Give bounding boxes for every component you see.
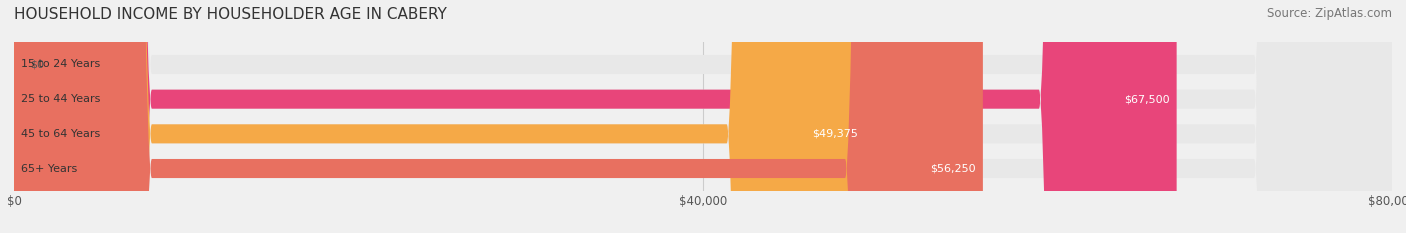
FancyBboxPatch shape [14, 0, 1392, 233]
Text: Source: ZipAtlas.com: Source: ZipAtlas.com [1267, 7, 1392, 20]
Text: 15 to 24 Years: 15 to 24 Years [21, 59, 100, 69]
Text: $56,250: $56,250 [931, 164, 976, 174]
FancyBboxPatch shape [14, 0, 1392, 233]
FancyBboxPatch shape [14, 0, 865, 233]
Text: $49,375: $49,375 [811, 129, 858, 139]
Text: $67,500: $67,500 [1125, 94, 1170, 104]
Text: 65+ Years: 65+ Years [21, 164, 77, 174]
FancyBboxPatch shape [14, 0, 1392, 233]
FancyBboxPatch shape [14, 0, 1177, 233]
Text: $0: $0 [31, 59, 45, 69]
Text: 25 to 44 Years: 25 to 44 Years [21, 94, 100, 104]
FancyBboxPatch shape [14, 0, 1392, 233]
Text: HOUSEHOLD INCOME BY HOUSEHOLDER AGE IN CABERY: HOUSEHOLD INCOME BY HOUSEHOLDER AGE IN C… [14, 7, 447, 22]
FancyBboxPatch shape [14, 0, 983, 233]
Text: 45 to 64 Years: 45 to 64 Years [21, 129, 100, 139]
